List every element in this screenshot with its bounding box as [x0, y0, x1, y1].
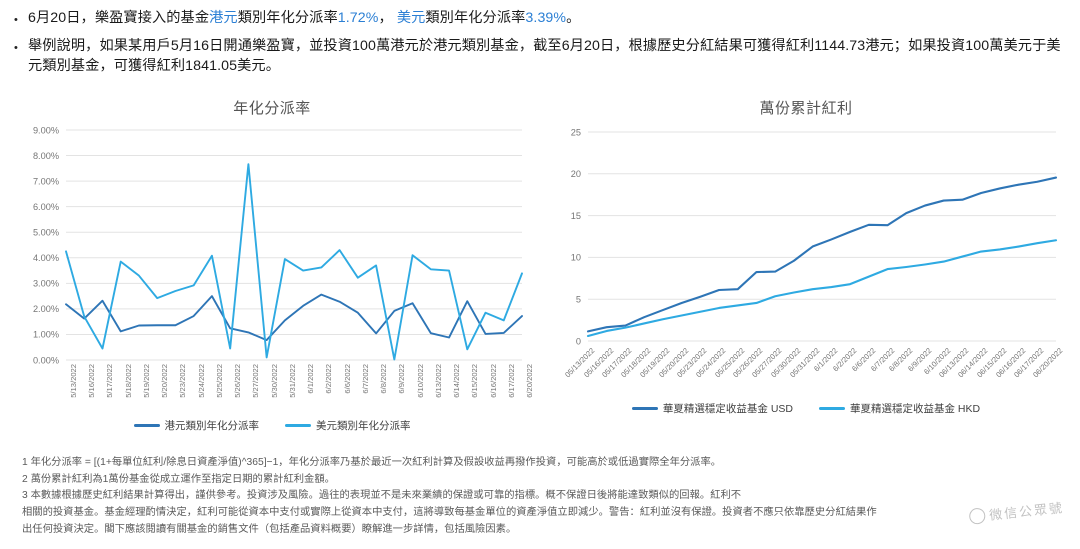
x-axis-tick-label: 5/19/2022 — [141, 364, 151, 398]
y-axis-tick-label: 0 — [576, 336, 581, 346]
x-axis-tick-label: 6/14/2022 — [452, 364, 462, 398]
bullet-plain: 類別年化分派率 — [425, 10, 526, 26]
chart-title-left: 年化分派率 — [233, 100, 311, 117]
legend-swatch-icon — [819, 407, 845, 410]
bullet-text: 舉例說明，如果某用戶5月16日開通樂盈寶，並投資100萬港元於港元類別基金，截至… — [28, 36, 1070, 76]
bullet-highlight: 美元 — [396, 10, 426, 26]
legend-label: 美元類別年化分派率 — [316, 420, 411, 432]
legend-right: 華夏精選穩定收益基金 USD 華夏精選穩定收益基金 HKD — [540, 401, 1072, 416]
bullet-plain: 類別年化分派率 — [237, 10, 338, 26]
bullet-highlight: 3.39% — [525, 10, 567, 26]
legend-item[interactable]: 華夏精選穩定收益基金 HKD — [819, 401, 980, 416]
x-axis-tick-label: 6/2/2022 — [324, 364, 334, 394]
y-axis-tick-label: 10 — [571, 253, 581, 263]
bullet-marker-icon: • — [14, 42, 18, 55]
legend-item[interactable]: 華夏精選穩定收益基金 USD — [631, 401, 793, 416]
summary-bullets: • 6月20日，樂盈寶接入的基金港元類別年化分派率1.72%， 美元類別年化分派率… — [14, 8, 1070, 84]
y-axis-tick-label: 6.00% — [33, 202, 59, 212]
x-axis-tick-label: 5/25/2022 — [214, 364, 224, 398]
x-axis-tick-label: 5/17/2022 — [105, 364, 115, 398]
bullet-highlight: 1.72% — [337, 10, 379, 26]
footnote-line: 出任何投資決定。閣下應該閱讀有關基金的銷售文件（包括產品資料概要）瞭解進一步詳情… — [22, 523, 517, 535]
y-axis-tick-label: 8.00% — [33, 151, 59, 161]
bullet-row: • 6月20日，樂盈寶接入的基金港元類別年化分派率1.72%， 美元類別年化分派率… — [14, 8, 1070, 28]
legend-left: 港元類別年化分派率 美元類別年化分派率 — [8, 418, 536, 433]
x-axis-tick-label: 6/7/2022 — [360, 364, 370, 394]
legend-label: 港元類別年化分派率 — [164, 420, 260, 432]
bullet-text: 6月20日，樂盈寶接入的基金港元類別年化分派率1.72%， 美元類別年化分派率3… — [28, 8, 1070, 28]
y-axis-tick-label: 3.00% — [33, 279, 59, 289]
bullet-plain: 。 — [566, 10, 581, 26]
x-axis-tick-label: 5/30/2022 — [269, 364, 279, 398]
bullet-highlight: 港元 — [209, 10, 238, 26]
series-line-1 — [586, 239, 1058, 338]
x-axis-tick-label: 6/16/2022 — [488, 364, 498, 398]
chart-panel-cumulative-dividend: 萬份累計紅利 0 5 10 15 20 25 05/13/2022 05/16/2022 05… — [540, 96, 1072, 446]
x-axis-tick-label: 5/27/2022 — [251, 364, 261, 398]
y-axis-tick-label: 4.00% — [33, 253, 59, 263]
legend-label: 華夏精選穩定收益基金 USD — [662, 403, 793, 415]
footnote-line: 3 本數據根據歷史紅利結果計算得出，謹供參考。投資涉及風險。過往的表現並不是未來… — [22, 490, 742, 502]
series-line-1 — [65, 163, 523, 361]
footnote-line: 相關的投資基金。基金經理酌情決定，紅利可能從資本中支付或實際上從資本中支付，這將… — [22, 506, 877, 518]
y-axis-tick-label: 1.00% — [33, 330, 59, 340]
y-axis-tick-label: 0.00% — [33, 355, 59, 365]
x-axis-tick-label: 5/13/2022 — [69, 364, 78, 398]
footnote-line: 1 年化分派率 = [(1+每單位紅利/除息日資產淨值)^365]−1，年化分派… — [22, 457, 722, 468]
y-axis-tick-label: 5 — [576, 295, 581, 305]
x-axis-tick-label: 5/24/2022 — [196, 364, 206, 398]
x-axis-tick-label: 5/23/2022 — [178, 364, 188, 398]
y-axis-tick-label: 5.00% — [33, 228, 59, 238]
legend-label: 華夏精選穩定收益基金 HKD — [850, 403, 981, 415]
line-chart-right: 0 5 10 15 20 25 — [571, 127, 1058, 346]
legend-swatch-icon — [631, 407, 658, 410]
y-axis-tick-label: 7.00% — [33, 176, 59, 186]
line-chart-left: 0.00% 1.00% 2.00% 3.00% 4.00% 5.00% 6.00% 7.00%… — [33, 125, 523, 365]
bullet-plain: 舉例說明，如果某用戶5月16日開通樂盈寶，並投資100萬港元於港元類別基金，截至… — [28, 38, 1061, 75]
x-axis-tick-label: 6/13/2022 — [433, 364, 443, 398]
x-axis-tick-label: 6/17/2022 — [506, 364, 516, 398]
series-line-0 — [586, 176, 1058, 333]
x-axis-tick-label: 5/16/2022 — [87, 364, 97, 398]
x-axis-tick-label: 6/15/2022 — [470, 364, 480, 398]
series-line-0 — [65, 293, 523, 342]
bullet-row: • 舉例說明，如果某用戶5月16日開通樂盈寶，並投資100萬港元於港元類別基金，截… — [14, 36, 1070, 76]
y-axis-tick-label: 15 — [571, 211, 581, 221]
bullet-plain: ， — [378, 10, 397, 26]
legend-item[interactable]: 港元類別年化分派率 — [133, 418, 260, 433]
x-axis-tick-label: 5/20/2022 — [160, 364, 170, 398]
legend-item[interactable]: 美元類別年化分派率 — [285, 418, 411, 433]
x-axis-tick-label: 6/9/2022 — [397, 364, 407, 394]
chart-title-right: 萬份累計紅利 — [759, 100, 853, 117]
x-axis-tick-label: 6/1/2022 — [306, 364, 316, 394]
footnotes: 1 年化分派率 = [(1+每單位紅利/除息日資產淨值)^365]−1，年化分派… — [22, 455, 1062, 538]
plot-area-right: 0 5 10 15 20 25 05/13/2022 05/16/2022 05/17/202… — [540, 122, 1072, 379]
x-axis-tick-label: 6/6/2022 — [342, 364, 352, 394]
x-axis-tick-label: 6/20/2022 — [525, 364, 534, 398]
x-axis-tick-label: 5/31/2022 — [287, 364, 297, 398]
plot-area-left: 0.00% 1.00% 2.00% 3.00% 4.00% 5.00% 6.00% 7.00%… — [8, 122, 536, 397]
bullet-marker-icon: • — [14, 14, 18, 26]
x-axis-tick-label: 6/10/2022 — [415, 364, 425, 398]
x-axis-tick-label: 6/8/2022 — [379, 364, 389, 394]
chart-panel-annualized-distribution-rate: 年化分派率 0.00% 1.00% 2.00% 3.00% 4.00% 5.00% 6.00… — [8, 96, 536, 446]
x-axis-tick-label: 5/18/2022 — [123, 364, 133, 398]
y-axis-tick-label: 9.00% — [33, 125, 59, 135]
x-axis-tick-label: 5/26/2022 — [233, 364, 243, 398]
legend-swatch-icon — [133, 424, 160, 427]
legend-swatch-icon — [285, 424, 311, 427]
bullet-plain: 6月20日，樂盈寶接入的基金 — [28, 10, 210, 26]
y-axis-tick-label: 25 — [571, 127, 581, 137]
y-axis-tick-label: 20 — [571, 169, 581, 179]
y-axis-tick-label: 2.00% — [33, 304, 59, 314]
footnote-line: 2 萬份累計紅利為1萬份基金從成立運作至指定日期的累計紅利金額。 — [22, 473, 335, 485]
